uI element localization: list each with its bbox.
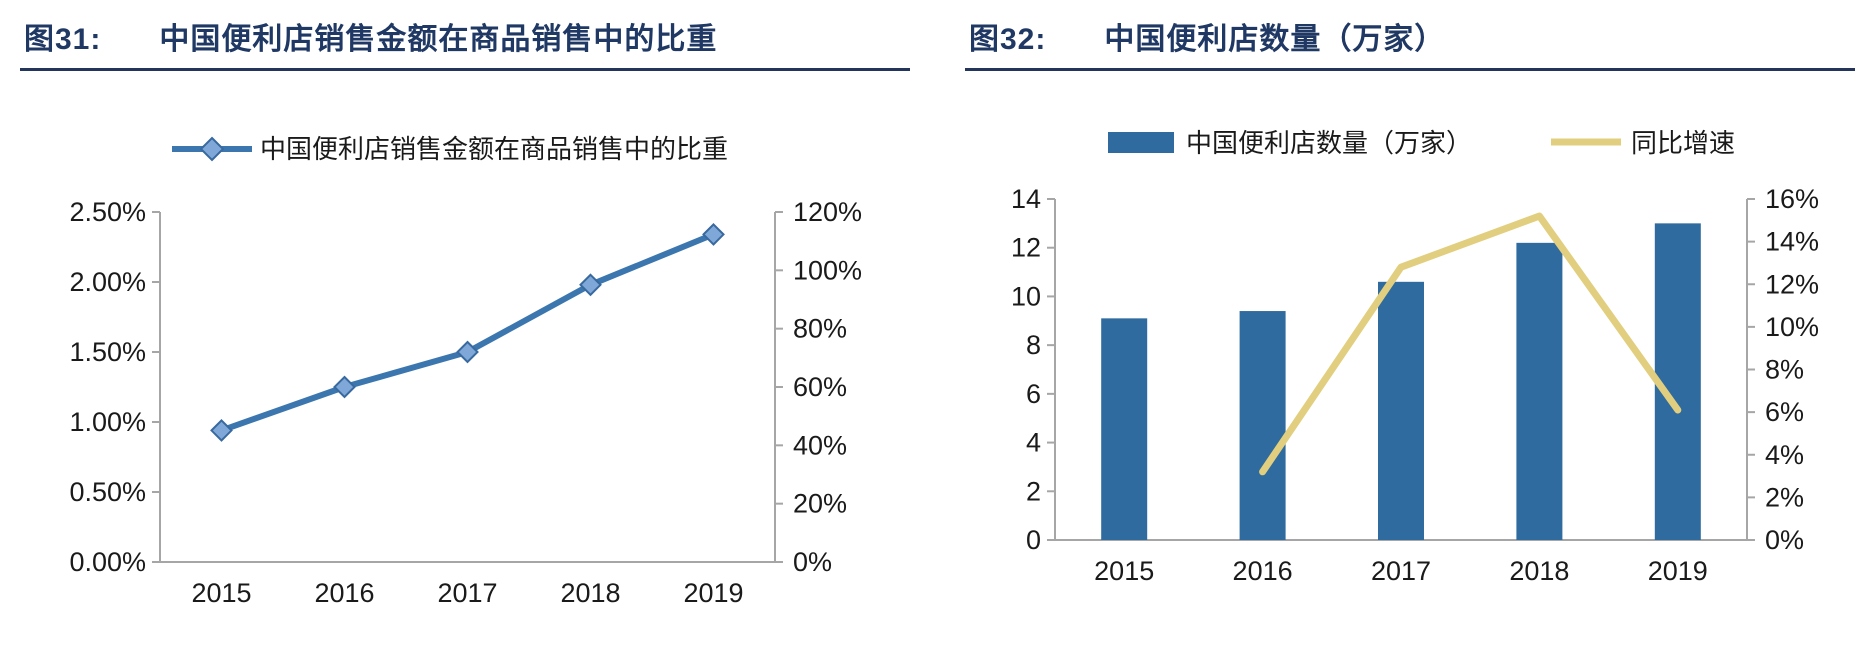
left-axis-tick-label: 0.00% [69, 547, 146, 577]
legend-bar-swatch-icon [1108, 132, 1174, 153]
x-axis-year-label: 2019 [683, 578, 743, 608]
figure-31-panel: 图31: 中国便利店销售金额在商品销售中的比重 中国便利店销售金额在商品销售中的… [20, 8, 910, 660]
right-axis-tick-label: 14% [1765, 227, 1819, 257]
data-point-diamond-2018 [579, 273, 602, 297]
left-axis-tick-label: 0.50% [69, 477, 146, 507]
right-axis-tick-label: 4% [1765, 440, 1804, 470]
convenience-share-line-chart: 中国便利店销售金额在商品销售中的比重 2.50% 2.00% 1.50% 1.00% 0.… [69, 134, 862, 608]
right-axis-tick-label: 0% [1765, 525, 1804, 555]
right-axis-tick-label: 120% [793, 197, 862, 227]
right-axis-tick-label: 16% [1765, 184, 1819, 214]
x-axis-year-label: 2017 [437, 578, 497, 608]
figure-31-chart-area: 中国便利店销售金额在商品销售中的比重 2.50% 2.00% 1.50% 1.00% 0.… [20, 60, 910, 660]
left-axis-tick-label: 2.50% [69, 197, 146, 227]
left-axis-tick-label: 2.00% [69, 267, 146, 297]
data-point-diamond-2015 [210, 418, 233, 442]
right-axis-tick-label: 100% [793, 255, 862, 285]
x-axis-year-label: 2017 [1371, 556, 1431, 586]
store-count-bar-2017 [1378, 281, 1424, 540]
store-count-bar-2019 [1654, 223, 1701, 540]
figure-32-header: 图32: 中国便利店数量（万家） [965, 8, 1855, 71]
figure-31-number: 图31: [24, 23, 102, 56]
figure-32-panel: 图32: 中国便利店数量（万家） 中国便利店数量（万家） 同比增速 14 12 10 8 6… [965, 8, 1855, 660]
legend-label-bars: 中国便利店数量（万家） [1186, 128, 1472, 158]
figure-31-header: 图31: 中国便利店销售金额在商品销售中的比重 [20, 8, 910, 71]
figure-32-number: 图32: [969, 23, 1047, 56]
right-axis-tick-label: 10% [1765, 312, 1819, 342]
right-axis-tick-label: 20% [793, 489, 847, 519]
store-count-bar-2016 [1239, 311, 1286, 540]
left-axis-tick-label: 2 [1026, 476, 1041, 506]
x-axis-year-label: 2016 [1233, 556, 1293, 586]
left-axis-tick-label: 12 [1011, 233, 1041, 263]
data-point-diamond-2016 [333, 375, 356, 399]
left-axis-tick-label: 10 [1011, 281, 1041, 311]
x-axis-year-label: 2018 [560, 578, 620, 608]
right-axis-tick-label: 0% [793, 547, 832, 577]
store-count-bar-2015 [1101, 318, 1148, 540]
growth-rate-line [1259, 212, 1682, 476]
legend-diamond-icon [199, 136, 225, 162]
share-trend-line [218, 231, 717, 434]
figure-32-title: 中国便利店数量（万家） [1104, 23, 1446, 56]
x-axis-year-label: 2015 [1094, 556, 1154, 586]
right-axis-tick-label: 80% [793, 314, 847, 344]
legend-label: 中国便利店销售金额在商品销售中的比重 [260, 134, 728, 164]
right-axis-tick-label: 60% [793, 372, 847, 402]
left-axis-tick-label: 1.00% [69, 407, 146, 437]
x-axis-year-label: 2015 [191, 578, 251, 608]
left-axis-tick-label: 6 [1026, 379, 1041, 409]
figure-31-title: 中国便利店销售金额在商品销售中的比重 [159, 23, 718, 56]
x-axis-year-label: 2019 [1648, 556, 1708, 586]
store-count-bar-2018 [1516, 242, 1563, 541]
right-axis-tick-label: 12% [1765, 269, 1819, 299]
left-axis-tick-label: 1.50% [69, 337, 146, 367]
right-axis-tick-label: 6% [1765, 397, 1804, 427]
figure-32-chart-area: 中国便利店数量（万家） 同比增速 14 12 10 8 6 4 2 0 16% 14% 12% 10% 8%… [965, 60, 1855, 660]
left-axis-tick-label: 0 [1026, 525, 1041, 555]
data-point-diamond-2017 [456, 340, 479, 364]
right-axis-tick-label: 40% [793, 430, 847, 460]
legend-label-growth: 同比增速 [1631, 128, 1735, 158]
left-axis-tick-label: 8 [1026, 330, 1041, 360]
x-axis-year-label: 2018 [1509, 556, 1569, 586]
left-axis-tick-label: 4 [1026, 428, 1041, 458]
x-axis-year-label: 2016 [314, 578, 374, 608]
store-count-bar-line-chart: 中国便利店数量（万家） 同比增速 14 12 10 8 6 4 2 0 16% 14% 12% 10% 8%… [1011, 128, 1819, 586]
data-point-diamond-2019 [702, 222, 725, 246]
left-axis-tick-label: 14 [1011, 184, 1041, 214]
right-axis-tick-label: 2% [1765, 482, 1804, 512]
right-axis-tick-label: 8% [1765, 355, 1804, 385]
